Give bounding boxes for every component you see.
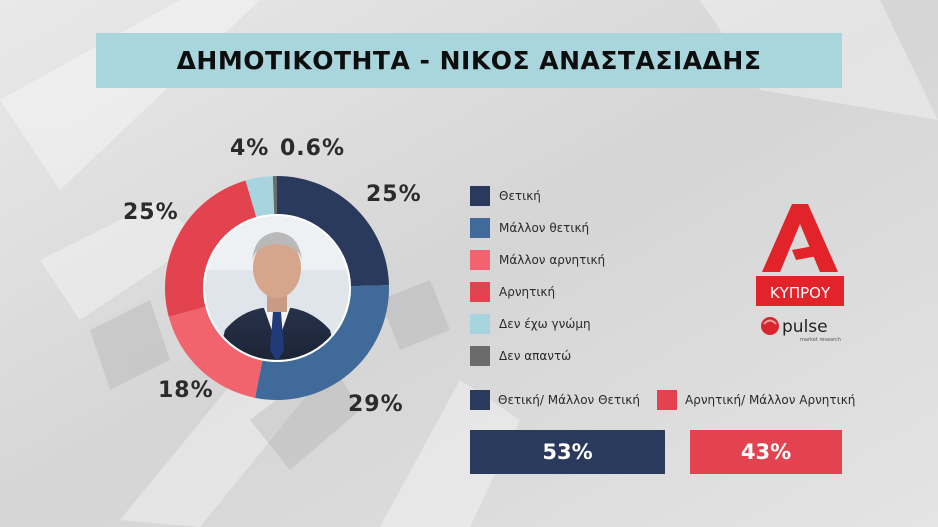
pulse-logo-text: pulse <box>782 317 828 337</box>
slice-den-exo-gnomi <box>245 176 275 217</box>
legend-swatch <box>470 186 490 206</box>
summary-negative-bar: 43% <box>690 430 842 474</box>
pulse-logo-icon: pulse market research <box>761 317 841 343</box>
legend-item-den-apanto: Δεν απαντώ <box>470 340 605 372</box>
slice-arnitiki <box>164 180 257 317</box>
summary-negative-swatch <box>657 390 677 410</box>
summary-positive-bar: 53% <box>470 430 665 474</box>
legend-label: Δεν έχω γνώμη <box>499 317 591 331</box>
legend: Θετική Μάλλον θετική Μάλλον αρνητική Αρν… <box>470 180 605 372</box>
legend-label: Θετική <box>499 189 541 203</box>
slice-label-arnitiki: 25% <box>123 200 179 225</box>
pulse-logo-subtext: market research <box>800 337 841 343</box>
legend-item-den-exo-gnomi: Δεν έχω γνώμη <box>470 308 605 340</box>
legend-item-thetiki: Θετική <box>470 180 605 212</box>
legend-item-arnitiki: Αρνητική <box>470 276 605 308</box>
legend-swatch <box>470 346 490 366</box>
summary-positive-label-row: Θετική/ Μάλλον Θετική <box>470 390 640 410</box>
slice-label-thetiki: 25% <box>366 182 422 207</box>
summary-negative-value: 43% <box>740 440 792 464</box>
summary-negative-label: Αρνητική/ Μάλλον Αρνητική <box>685 393 856 407</box>
legend-item-mallon-arnitiki: Μάλλον αρνητική <box>470 244 605 276</box>
legend-item-mallon-thetiki: Μάλλον θετική <box>470 212 605 244</box>
summary-negative-label-row: Αρνητική/ Μάλλον Αρνητική <box>657 390 855 410</box>
legend-label: Αρνητική <box>499 285 556 299</box>
title-banner: ΔΗΜΟΤΙΚΟΤΗΤΑ - ΝΙΚΟΣ ΑΝΑΣΤΑΣΙΑΔΗΣ <box>96 33 842 88</box>
legend-swatch <box>470 250 490 270</box>
slice-label-mallon-thetiki: 29% <box>348 392 404 417</box>
legend-swatch <box>470 218 490 238</box>
slice-label-den-apanto: 0.6% <box>280 136 346 161</box>
legend-label: Μάλλον αρνητική <box>499 253 606 267</box>
slice-label-den-exo-gnomi: 4% <box>230 136 270 161</box>
summary-positive-value: 53% <box>542 440 593 464</box>
slice-mallon-thetiki <box>254 285 389 400</box>
alpha-logo-icon: ΚΥΠΡΟΥ <box>756 204 844 306</box>
slice-mallon-arnitiki <box>168 307 263 398</box>
legend-label: Δεν απαντώ <box>499 349 572 363</box>
legend-label: Μάλλον θετική <box>499 221 590 235</box>
slice-label-mallon-arnitiki: 18% <box>158 378 214 403</box>
alpha-logo-text: ΚΥΠΡΟΥ <box>770 284 831 302</box>
summary-positive-label: Θετική/ Μάλλον Θετική <box>498 393 640 407</box>
slice-thetiki <box>277 176 389 287</box>
chart-title: ΔΗΜΟΤΙΚΟΤΗΤΑ - ΝΙΚΟΣ ΑΝΑΣΤΑΣΙΑΔΗΣ <box>176 46 762 75</box>
legend-swatch <box>470 282 490 302</box>
summary-positive-swatch <box>470 390 490 410</box>
legend-swatch <box>470 314 490 334</box>
slice-den-apanto <box>272 176 277 215</box>
